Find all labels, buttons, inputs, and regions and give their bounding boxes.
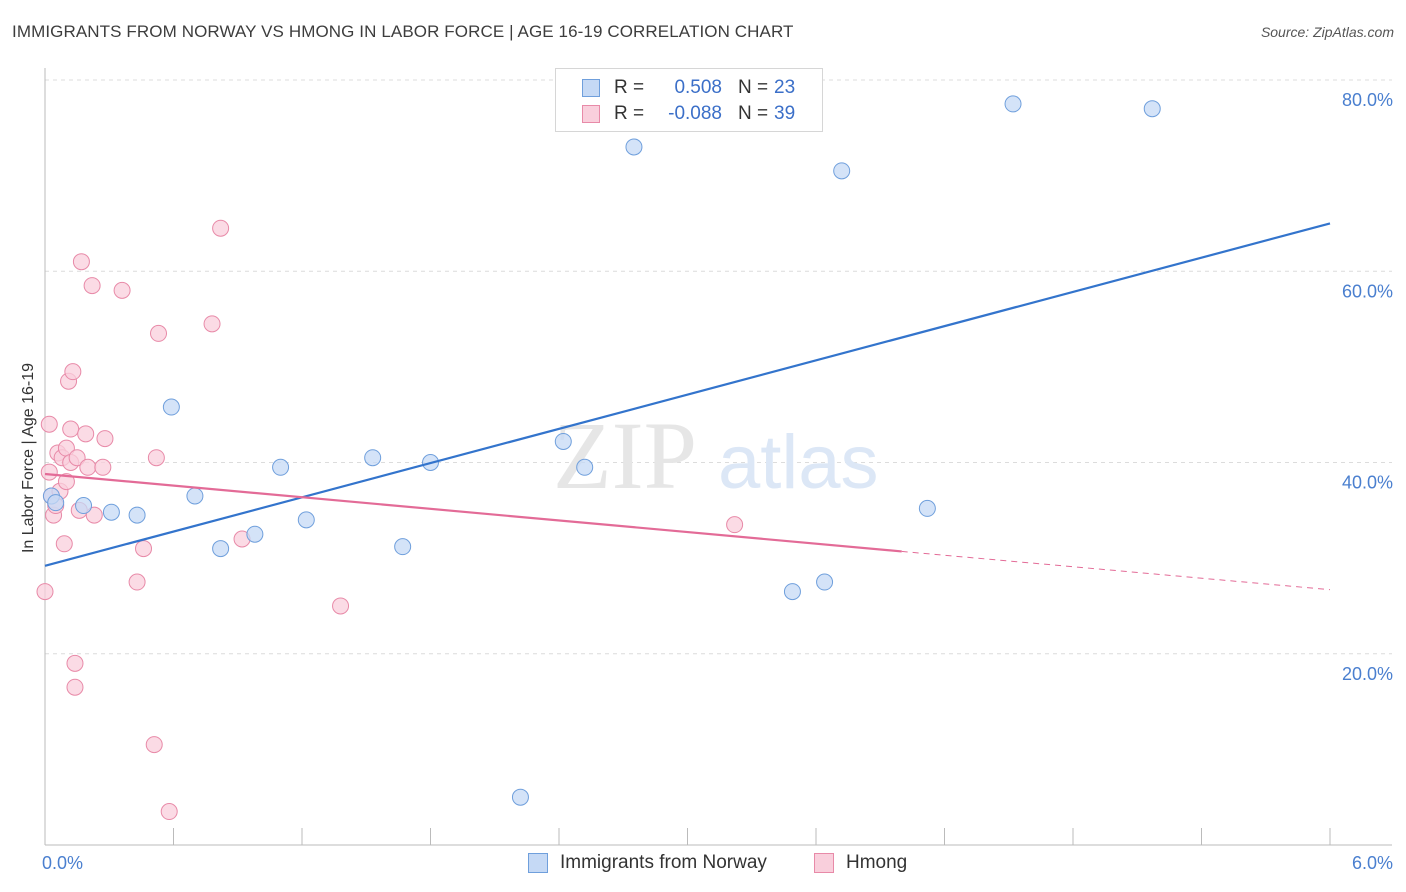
watermark-zip: ZIP xyxy=(553,402,697,509)
y-axis-label: In Labor Force | Age 16-19 xyxy=(20,363,37,553)
hmong-point xyxy=(40,415,58,433)
tick-labels: 20.0% 40.0% 60.0% 80.0% 0.0% 6.0% xyxy=(42,90,1393,873)
legend-r-label: R = xyxy=(614,77,645,98)
hmong-point xyxy=(85,506,103,524)
norway-point xyxy=(625,138,643,156)
bottom-legend-swatch-hmong xyxy=(814,853,834,873)
hmong-trend-extension xyxy=(901,550,1331,591)
grid-lines xyxy=(45,79,1392,655)
zipatlas-watermark: ZIP atlas xyxy=(553,402,879,509)
norway-point xyxy=(102,503,120,521)
hmong-point xyxy=(135,540,153,558)
trend-lines xyxy=(44,222,1331,591)
legend-r-value: -0.088 xyxy=(668,103,722,124)
norway-point xyxy=(162,398,180,416)
hmong-trend-line xyxy=(44,472,902,553)
norway-point xyxy=(272,458,290,476)
hmong-point xyxy=(160,803,178,821)
norway-trend-line xyxy=(44,222,1331,567)
norway-point xyxy=(833,162,851,180)
stats-legend: R = 0.508 N = 23 R = -0.088 N = 39 xyxy=(555,68,823,132)
norway-point xyxy=(394,538,412,556)
norway-point xyxy=(364,449,382,467)
hmong-point xyxy=(94,458,112,476)
norway-point xyxy=(212,540,230,558)
hmong-point xyxy=(66,654,84,672)
legend-r-label: R = xyxy=(614,103,645,124)
series-hmong xyxy=(36,219,744,821)
hmong-point xyxy=(203,315,221,333)
x-tick-label: 0.0% xyxy=(42,853,83,873)
legend-row-hmong: R = -0.088 N = 39 xyxy=(582,102,795,126)
bottom-legend-hmong: Hmong xyxy=(814,852,907,874)
hmong-point xyxy=(77,425,95,443)
legend-row-norway: R = 0.508 N = 23 xyxy=(582,76,795,100)
hmong-point xyxy=(64,363,82,381)
legend-n-label: N = xyxy=(738,77,769,98)
norway-point xyxy=(186,487,204,505)
y-tick-label: 20.0% xyxy=(1342,664,1393,684)
axes xyxy=(44,68,1392,846)
hmong-point xyxy=(147,449,165,467)
hmong-point xyxy=(145,736,163,754)
norway-point xyxy=(576,458,594,476)
hmong-point xyxy=(83,277,101,295)
hmong-point xyxy=(212,219,230,237)
y-tick-label: 40.0% xyxy=(1342,473,1393,493)
bottom-legend-label-hmong: Hmong xyxy=(846,852,908,873)
hmong-point xyxy=(726,516,744,534)
hmong-point xyxy=(150,324,168,342)
legend-n-value: 39 xyxy=(774,103,796,124)
norway-point xyxy=(554,432,572,450)
hmong-point xyxy=(113,281,131,299)
y-tick-label: 80.0% xyxy=(1342,90,1393,110)
hmong-point xyxy=(79,458,97,476)
norway-point xyxy=(297,511,315,529)
hmong-point xyxy=(66,678,84,696)
chart-title: IMMIGRANTS FROM NORWAY VS HMONG IN LABOR… xyxy=(12,22,794,41)
legend-r-value: 0.508 xyxy=(674,77,722,98)
norway-point xyxy=(75,497,93,515)
norway-point xyxy=(918,499,936,517)
norway-point xyxy=(783,583,801,601)
hmong-point xyxy=(36,583,54,601)
bottom-legend-label-norway: Immigrants from Norway xyxy=(560,852,767,873)
hmong-point xyxy=(68,449,86,467)
hmong-point xyxy=(128,573,146,591)
legend-swatch-hmong xyxy=(582,105,600,123)
norway-point xyxy=(246,525,264,543)
norway-point xyxy=(816,573,834,591)
hmong-point xyxy=(57,473,75,491)
legend-swatch-norway xyxy=(582,79,600,97)
norway-point xyxy=(511,788,529,806)
legend-n-label: N = xyxy=(738,103,769,124)
x-tick-label: 6.0% xyxy=(1352,853,1393,873)
bottom-legend-norway: Immigrants from Norway xyxy=(528,852,767,874)
series-norway xyxy=(42,95,1161,806)
hmong-point xyxy=(72,253,90,271)
watermark-atlas: atlas xyxy=(718,420,879,505)
norway-point xyxy=(47,494,65,512)
norway-point xyxy=(128,506,146,524)
norway-point xyxy=(1143,100,1161,118)
legend-n-value: 23 xyxy=(774,77,796,98)
hmong-point xyxy=(96,430,114,448)
hmong-point xyxy=(55,535,73,553)
hmong-point xyxy=(40,463,58,481)
source-credit: Source: ZipAtlas.com xyxy=(1260,24,1394,40)
hmong-point xyxy=(332,597,350,615)
bottom-legend-swatch-norway xyxy=(528,853,548,873)
hmong-point xyxy=(62,420,80,438)
y-tick-label: 60.0% xyxy=(1342,281,1393,301)
norway-point xyxy=(1004,95,1022,113)
